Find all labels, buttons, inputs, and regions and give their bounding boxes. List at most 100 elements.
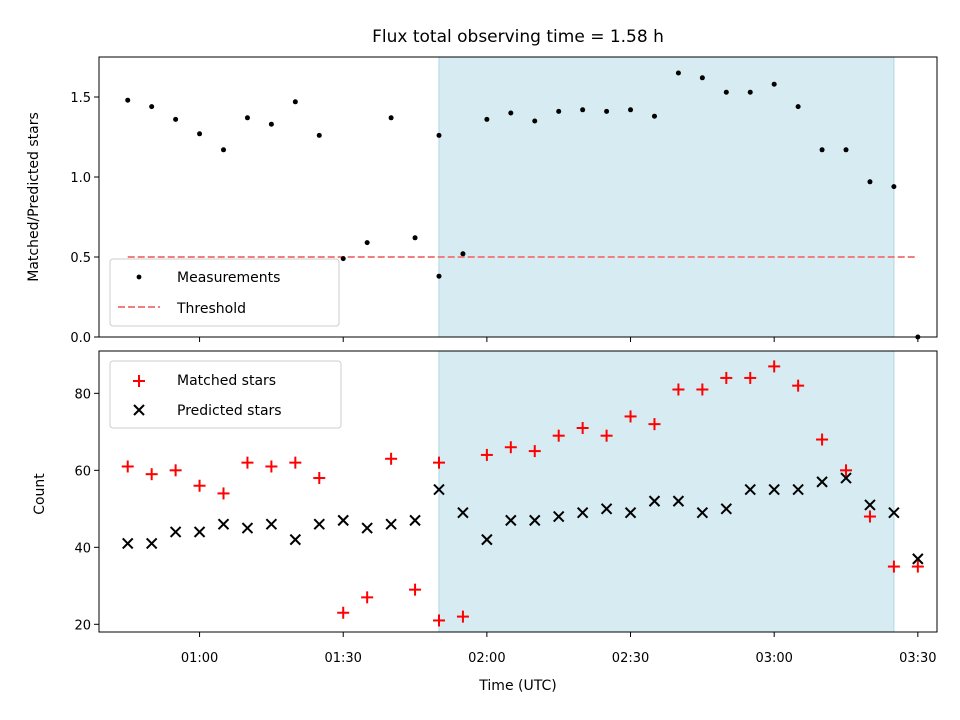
matched-star-point xyxy=(768,360,781,373)
measurement-point xyxy=(532,118,538,124)
measurement-point xyxy=(604,108,610,114)
matched-star-point xyxy=(887,560,900,573)
predicted-star-point xyxy=(457,506,469,519)
measurement-point xyxy=(149,104,155,110)
measurement-point xyxy=(508,110,514,116)
matched-star-point xyxy=(696,383,709,396)
matched-star-point xyxy=(624,410,637,423)
predicted-star-point xyxy=(361,522,373,534)
predicted-star-stroke xyxy=(481,533,493,546)
measurement-point xyxy=(580,107,586,113)
predicted-star-stroke xyxy=(696,506,709,519)
predicted-star-stroke xyxy=(840,472,852,484)
predicted-star-stroke xyxy=(792,483,804,496)
predicted-star-point xyxy=(265,518,278,530)
measurement-point xyxy=(244,115,250,121)
y-tick-label: 0.5 xyxy=(70,251,91,266)
matched-star-point xyxy=(863,510,876,523)
predicted-star-stroke xyxy=(888,506,900,519)
measurement-point xyxy=(436,273,442,279)
predicted-star-stroke xyxy=(385,518,397,530)
predicted-star-point xyxy=(912,553,924,565)
predicted-star-point xyxy=(576,506,589,519)
predicted-star-stroke xyxy=(672,495,685,507)
legend-measurements-label: Measurements xyxy=(177,270,280,286)
legend-predicted-marker xyxy=(133,404,145,416)
matched-star-point xyxy=(193,479,206,492)
matched-star-point xyxy=(744,371,757,384)
top-legend: Measurements Threshold xyxy=(109,258,340,327)
matched-star-point xyxy=(409,583,422,596)
predicted-star-stroke xyxy=(409,514,421,527)
measurement-point xyxy=(125,97,131,103)
measurement-point xyxy=(173,116,179,122)
predicted-star-point xyxy=(241,522,254,534)
measurement-point xyxy=(340,256,346,262)
predicted-star-point xyxy=(888,506,900,519)
predicted-star-point xyxy=(122,537,134,550)
y-tick-label: 20 xyxy=(74,618,91,633)
measurement-point xyxy=(771,81,777,87)
measurement-point xyxy=(747,89,753,95)
measurement-point xyxy=(268,121,274,127)
measurement-point xyxy=(556,108,562,114)
legend-matched-marker xyxy=(133,375,145,387)
x-tick-label: 01:30 xyxy=(324,651,361,666)
predicted-star-point xyxy=(672,495,685,507)
measurement-point xyxy=(819,147,825,153)
predicted-star-stroke xyxy=(648,495,661,507)
predicted-star-stroke xyxy=(241,522,254,534)
matched-star-point xyxy=(432,614,445,627)
measurement-point xyxy=(460,251,466,257)
x-tick-label: 02:00 xyxy=(468,651,505,666)
predicted-star-stroke xyxy=(912,553,924,565)
predicted-star-point xyxy=(193,526,206,538)
y-tick-label: 80 xyxy=(74,387,91,402)
matched-star-point xyxy=(672,383,685,396)
y-tick-label: 60 xyxy=(74,464,91,479)
predicted-star-point xyxy=(505,514,517,527)
predicted-star-point xyxy=(385,518,397,530)
predicted-star-point xyxy=(792,483,804,496)
matched-star-point xyxy=(385,452,398,465)
predicted-star-stroke xyxy=(217,518,230,530)
matched-star-point xyxy=(911,560,924,573)
measurement-point xyxy=(221,147,227,153)
top-panel-frame xyxy=(98,56,938,338)
x-tick-label: 01:00 xyxy=(181,651,218,666)
predicted-star-stroke xyxy=(864,499,876,511)
predicted-star-stroke xyxy=(122,537,134,550)
predicted-star-stroke xyxy=(505,514,517,527)
matched-star-point xyxy=(720,371,733,384)
predicted-star-point xyxy=(696,506,709,519)
predicted-star-stroke xyxy=(313,518,325,530)
predicted-star-point xyxy=(768,483,780,496)
predicted-star-stroke xyxy=(720,503,733,515)
legend-matched-label: Matched stars xyxy=(177,373,276,389)
bottom-y-axis-label: Count xyxy=(32,473,48,515)
matched-star-point xyxy=(576,421,589,434)
measurement-point xyxy=(197,131,203,137)
predicted-star-stroke xyxy=(529,514,541,527)
legend-threshold-label: Threshold xyxy=(176,301,246,317)
predicted-star-point xyxy=(313,518,325,530)
predicted-star-point xyxy=(624,506,637,519)
predicted-star-stroke xyxy=(816,476,828,488)
matched-star-point xyxy=(792,379,805,392)
predicted-star-stroke xyxy=(433,483,445,496)
predicted-star-stroke xyxy=(193,526,206,538)
matched-star-point xyxy=(313,472,326,485)
measurement-point xyxy=(436,132,442,138)
measurement-point xyxy=(628,107,634,113)
predicted-star-point xyxy=(816,476,828,488)
measurement-point xyxy=(388,115,394,121)
measurement-point xyxy=(891,184,897,190)
x-axis-label: Time (UTC) xyxy=(478,678,556,694)
predicted-star-point xyxy=(864,499,876,511)
matched-star-point xyxy=(265,460,278,473)
chart-title: Flux total observing time = 1.58 h xyxy=(372,27,664,47)
matched-star-point xyxy=(552,429,565,442)
measurement-point xyxy=(316,132,322,138)
measurement-point xyxy=(675,70,681,76)
